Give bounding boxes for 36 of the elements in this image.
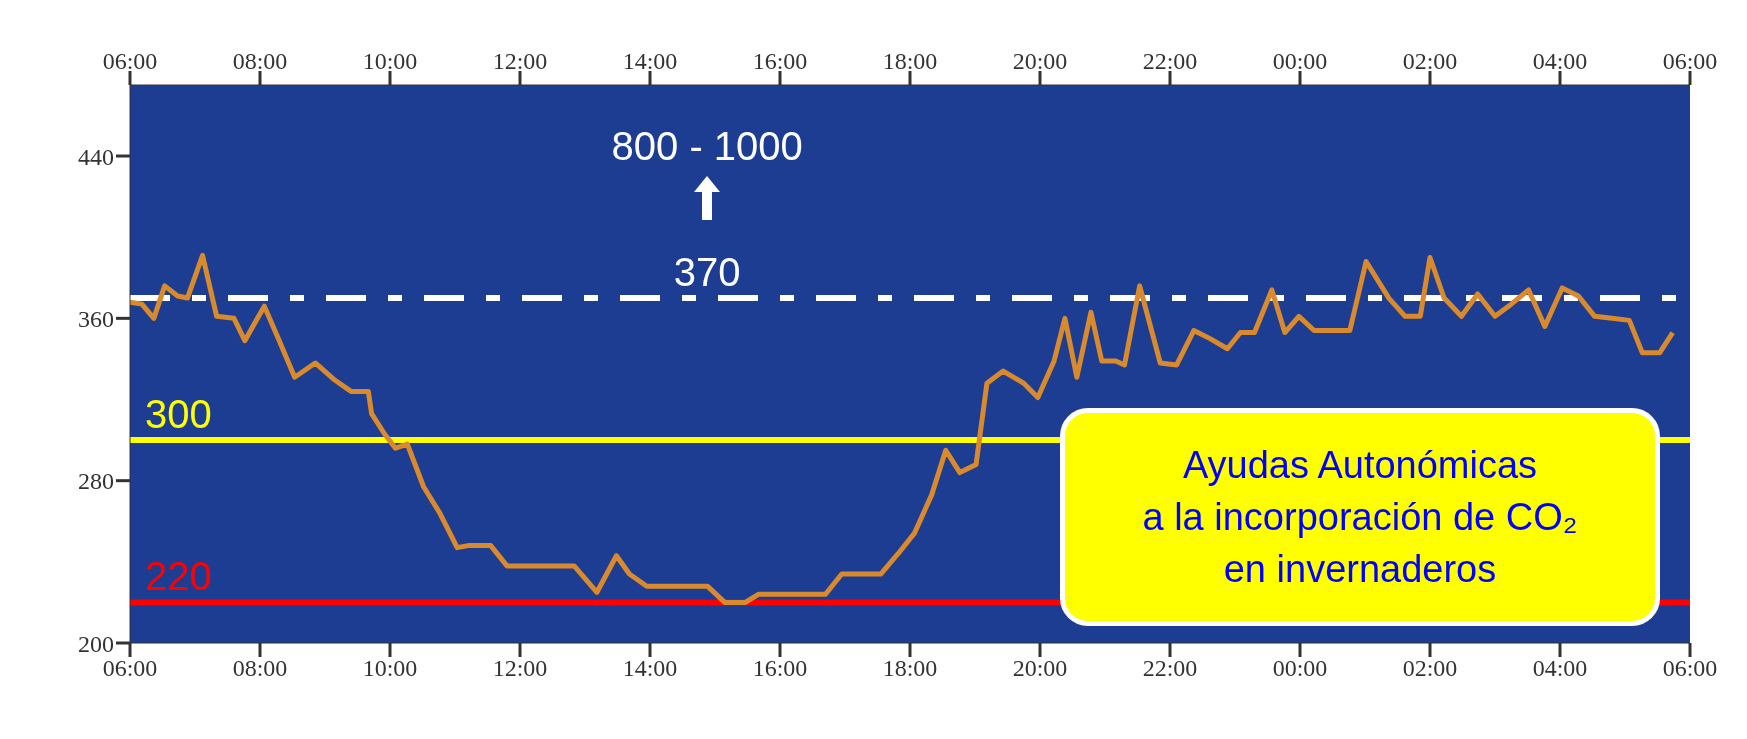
x-tick-label: 08:00 [232,48,288,74]
x-tick-label: 14:00 [622,48,678,74]
x2-tick-label: 00:00 [1272,655,1328,682]
x-tick-label: 18:00 [882,48,938,74]
x2-tick-label: 18:00 [882,655,938,682]
x-tick-label: 00:00 [1272,48,1328,74]
ref-line-label: 370 [673,250,741,295]
x-tick-label: 04:00 [1532,48,1588,74]
x-tick-label: 02:00 [1402,48,1458,74]
x2-tick-label: 06:00 [1662,655,1718,682]
x2-tick-label: 04:00 [1532,655,1588,682]
x2-tick-label: 20:00 [1012,655,1068,682]
x2-tick-label: 02:00 [1402,655,1458,682]
x-tick-label: 20:00 [1012,48,1068,74]
ref-line-label: 220 [145,554,212,599]
x2-tick-label: 08:00 [232,655,288,682]
x-tick-label: 06:00 [1662,48,1718,74]
annotation: Ayudas Autonómicas a la incorporación de CO₂ en invernaderos [1142,443,1578,592]
y-tick-label: 440 [78,143,114,170]
y-tick-label: 280 [78,468,114,495]
y-tick-label: 360 [78,305,114,332]
x-tick-label: 06:00 [102,48,158,74]
annotation: 800 - 1000 [610,123,804,170]
x2-tick-label: 12:00 [492,655,548,682]
x-tick-label: 16:00 [752,48,808,74]
x-tick-label: 10:00 [362,48,418,74]
x2-tick-label: 22:00 [1142,655,1198,682]
note-box: Ayudas Autonómicas a la incorporación de CO₂ en invernaderos [1060,408,1660,626]
x2-tick-label: 06:00 [102,655,158,682]
x-tick-label: 12:00 [492,48,548,74]
x2-tick-label: 16:00 [752,655,808,682]
y-tick-label: 200 [78,630,114,657]
ref-line-label: 300 [145,392,212,437]
x2-tick-label: 14:00 [622,655,678,682]
x-tick-label: 22:00 [1142,48,1198,74]
x2-tick-label: 10:00 [362,655,418,682]
